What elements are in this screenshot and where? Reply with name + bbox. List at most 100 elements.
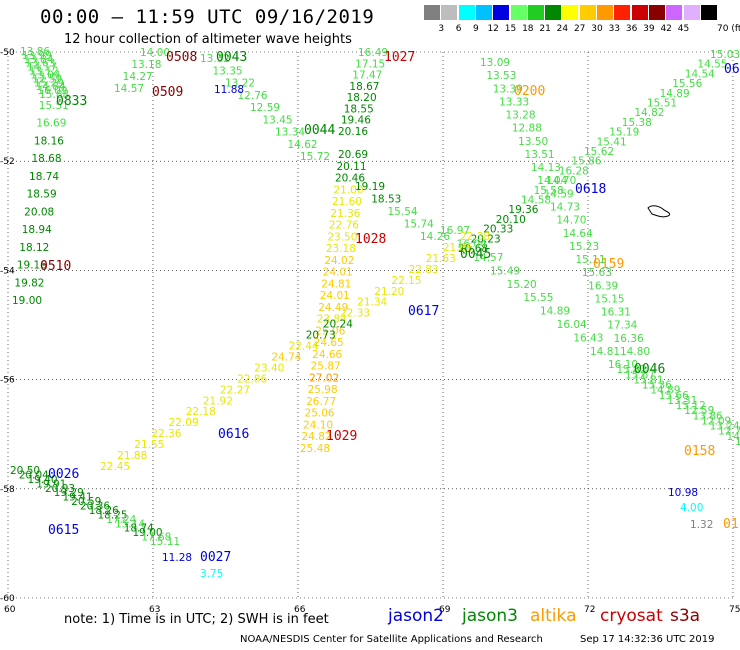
swh-value: 16.31 [601, 307, 631, 319]
swh-value: 22.18 [186, 406, 216, 418]
swh-value: 23.18 [326, 243, 356, 255]
swh-value: 20.73 [306, 330, 336, 342]
swh-value: 13.51 [525, 149, 555, 161]
swh-value: 22.33 [340, 308, 370, 320]
swh-value: 26.77 [306, 396, 336, 408]
swh-value: 14.80 [620, 346, 650, 358]
legend-swatch [475, 5, 492, 20]
swh-value: 16.28 [559, 165, 589, 177]
swh-value: 15.72 [300, 151, 330, 163]
swh-value: 20.11 [336, 161, 366, 173]
swh-value: 18.74 [29, 171, 59, 183]
lon-tick-label: 66 [294, 605, 306, 615]
swh-value: 14.13 [727, 431, 740, 443]
swh-value: 20.36 [80, 501, 110, 513]
swh-value: 22.38 [460, 231, 490, 243]
swh-value: 22.86 [237, 373, 267, 385]
swh-value: 21.00 [333, 184, 363, 196]
swh-value: 15.63 [582, 267, 612, 279]
swh-value: 18.94 [22, 224, 52, 236]
map-title: 00:00 – 11:59 UTC 09/16/2019 [40, 6, 375, 28]
swh-value: 16.04 [557, 319, 587, 331]
swh-value: 13.32 [200, 53, 230, 65]
island-outline [647, 205, 671, 218]
swh-value: 15.66 [659, 390, 689, 402]
swh-value: 14.57 [114, 83, 144, 95]
swh-value: 14.89 [540, 306, 570, 318]
legend-swatch [614, 5, 631, 20]
swh-value: 19.00 [12, 295, 42, 307]
swh-value: 21.36 [330, 208, 360, 220]
swh-value: 14.27 [123, 71, 153, 83]
swh-value: 15.19 [609, 127, 639, 139]
swh-value: 12.59 [684, 405, 714, 417]
swh-value: 15.23 [569, 241, 599, 253]
overpass-time: 1027 [384, 50, 415, 65]
swh-value: 14.04 [537, 175, 567, 187]
swh-value: 17.68 [141, 532, 171, 544]
overpass-time: 0618 [575, 182, 606, 197]
swh-value: 15.11 [150, 536, 180, 548]
overpass-time: 01 [723, 517, 739, 532]
axis-ticks: 60 63 66 69 72 75 -50 -52 -54 -56 -58 -60 [0, 48, 740, 615]
swh-value: 20.69 [338, 149, 368, 161]
overpass-time: 0159 [593, 257, 624, 272]
swh-value: 20.10 [496, 214, 526, 226]
overpass-time: 0508 [166, 50, 197, 65]
swh-value: 14.81 [590, 346, 620, 358]
swh-value: 13.09 [480, 57, 510, 69]
swh-value: 20.46 [335, 173, 365, 185]
swh-value: 16.09 [37, 85, 67, 97]
swh-value: 24.02 [324, 255, 354, 267]
swh-value: 19.40 [28, 474, 58, 486]
legend-swatch [493, 5, 510, 20]
swh-value: 13.24 [710, 421, 740, 433]
swh-value: 14.54 [685, 68, 715, 80]
swh-value: 20.23 [471, 233, 501, 245]
overpass-times: 0508 0043 1027 0509 0833 0044 0200 06 0618 1028 00… [40, 50, 740, 565]
swh-value: 16.36 [614, 333, 644, 345]
lon-tick-label: 75 [729, 605, 740, 615]
overpass-time: 0617 [408, 304, 439, 319]
swh-value: 14.62 [288, 139, 318, 151]
swh-value: 24.66 [312, 349, 342, 361]
swh-value: 24.01 [320, 290, 350, 302]
lat-tick-label: -56 [0, 376, 15, 386]
swh-value: 18.53 [371, 194, 401, 206]
legend-label: 6 [455, 24, 462, 34]
swh-value: 21.86 [443, 242, 473, 254]
swh-value: 13.86 [20, 46, 50, 58]
swh-value: 13.22 [225, 78, 255, 90]
legend-label: 27 [573, 24, 586, 34]
swh-value: 18.16 [34, 135, 64, 147]
swh-value: 18.59 [27, 189, 57, 201]
lat-tick-label: -58 [0, 485, 15, 495]
lon-tick-label: 69 [439, 605, 451, 615]
swh-value: 22.76 [329, 220, 359, 232]
swh-value: 13.63 [25, 58, 55, 70]
legend-swatch [666, 5, 683, 20]
swh-value: 16.97 [440, 225, 470, 237]
swh-value: 19.82 [14, 277, 44, 289]
swh-value: 18.26 [89, 505, 119, 517]
legend-swatch [527, 5, 544, 20]
swh-value: 25.48 [300, 443, 330, 455]
swh-value: 13.86 [693, 410, 723, 422]
swh-value: 13.28 [505, 110, 535, 122]
lat-tick-label: -54 [0, 266, 15, 276]
swh-value: 19.19 [355, 181, 385, 193]
swh-value: 13.18 [131, 59, 161, 71]
swh-value: 13.04 [30, 69, 60, 81]
legend-label: 24 [556, 24, 569, 34]
swh-value: 13.39 [493, 83, 523, 95]
overpass-time: 06 [724, 62, 740, 77]
swh-value: 15.11 [575, 254, 605, 266]
swh-value: 18.20 [347, 92, 377, 104]
swh-value: 18.25 [98, 509, 128, 521]
swh-value: 20.24 [323, 319, 353, 331]
swh-value: 23.50 [327, 231, 357, 243]
legend-label: 12 [487, 24, 499, 34]
swh-value: 17.15 [355, 58, 385, 70]
overpass-time: 0044 [304, 123, 335, 138]
